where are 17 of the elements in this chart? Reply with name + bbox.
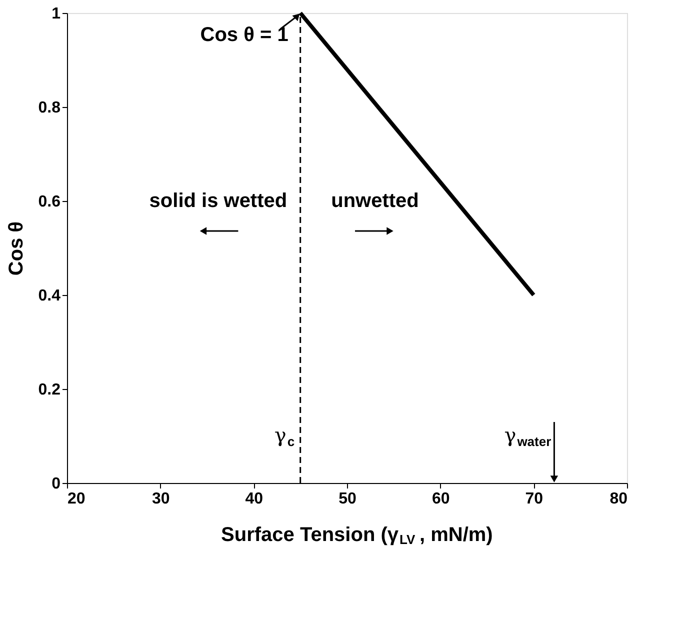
x-tick-label: 30 <box>152 490 170 508</box>
y-axis-title: Cos θ <box>5 221 28 276</box>
x-tick-label: 80 <box>610 490 628 508</box>
x-tick-label: 60 <box>432 490 450 508</box>
y-tick-label: 0.2 <box>38 382 61 398</box>
x-tick-label: 50 <box>338 490 356 508</box>
y-tick-label: 1 <box>52 6 61 22</box>
y-tick-label: 0.6 <box>38 194 61 210</box>
y-tick-label: 0 <box>52 476 61 492</box>
y-tick-label: 0.8 <box>38 100 61 116</box>
y-tick-label: 0.4 <box>38 288 61 304</box>
x-tick-label: 70 <box>525 490 544 508</box>
annotation: solid is wetted <box>149 190 288 212</box>
x-tick-label: 40 <box>245 490 264 508</box>
x-tick-label: 20 <box>68 490 86 508</box>
annotation: Cos θ = 1 <box>200 24 288 46</box>
annotation: unwetted <box>331 190 419 212</box>
